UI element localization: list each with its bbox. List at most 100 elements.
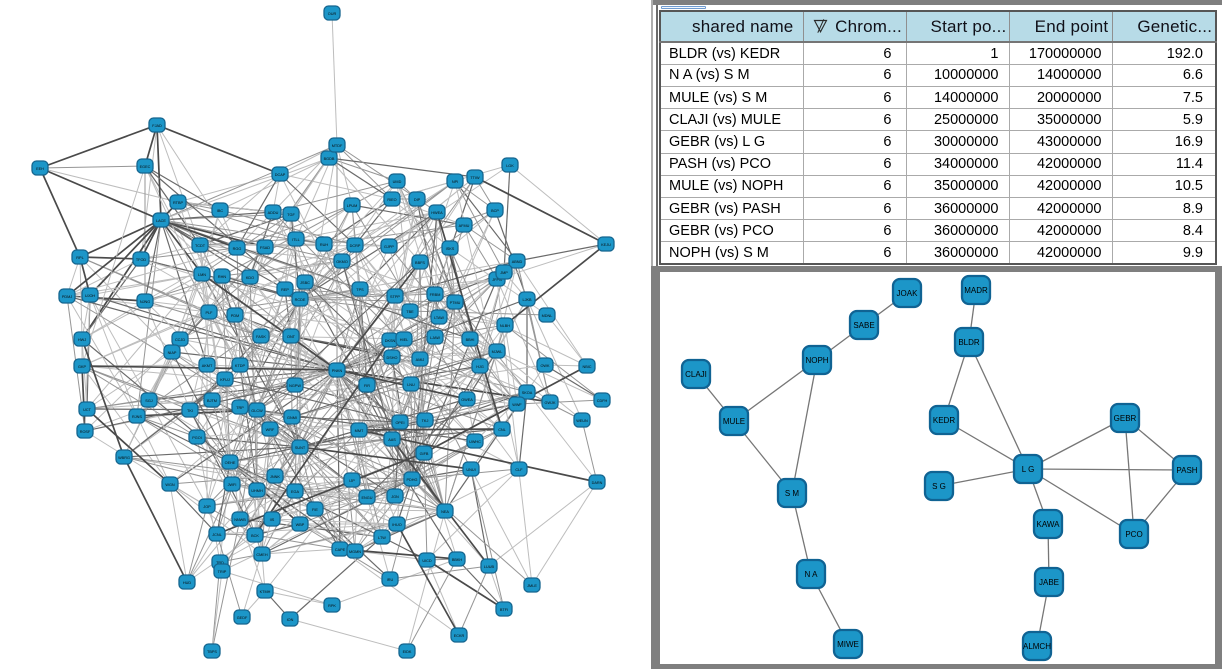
- svg-text:NPI: NPI: [452, 180, 458, 184]
- svg-text:KAWA: KAWA: [1037, 520, 1061, 529]
- svg-text:BJTM: BJTM: [207, 399, 217, 403]
- svg-text:AFMU: AFMU: [459, 224, 470, 228]
- svg-text:WBP: WBP: [296, 523, 305, 527]
- svg-text:ALMCH: ALMCH: [1023, 642, 1051, 651]
- svg-text:RTBP: RTBP: [173, 201, 184, 205]
- svg-text:N A: N A: [805, 570, 819, 579]
- svg-text:BBHI: BBHI: [466, 338, 475, 342]
- svg-text:FIR: FIR: [364, 384, 370, 388]
- svg-text:MDNL: MDNL: [542, 314, 553, 318]
- svg-text:SGJ: SGJ: [145, 399, 152, 403]
- svg-text:DCRP: DCRP: [350, 244, 361, 248]
- svg-text:UICD: UICD: [422, 559, 432, 563]
- svg-text:HWJ: HWJ: [78, 338, 86, 342]
- svg-text:PGOI: PGOI: [192, 436, 202, 440]
- svg-text:ROSF: ROSF: [80, 430, 91, 434]
- svg-text:HWEA: HWEA: [431, 211, 443, 215]
- svg-text:EIDK: EIDK: [403, 650, 412, 654]
- svg-text:MIWE: MIWE: [837, 640, 859, 649]
- svg-text:FJAD: FJAD: [152, 124, 162, 128]
- svg-text:TRD: TRD: [216, 561, 224, 565]
- svg-text:HJG: HJG: [476, 365, 484, 369]
- svg-text:JMP: JMP: [500, 271, 508, 275]
- svg-text:GNMI: GNMI: [287, 416, 297, 420]
- svg-text:RCDE: RCDE: [295, 298, 306, 302]
- svg-text:TCDT: TCDT: [195, 244, 206, 248]
- svg-text:NIAP: NIAP: [168, 351, 177, 355]
- svg-text:S G: S G: [932, 482, 946, 491]
- svg-text:GEDF: GEDF: [237, 616, 248, 620]
- svg-text:JMLE: JMLE: [527, 584, 537, 588]
- svg-text:TGF: TGF: [287, 213, 295, 217]
- svg-text:ABND: ABND: [512, 260, 523, 264]
- svg-text:RPL: RPL: [76, 256, 83, 260]
- svg-text:FIE: FIE: [312, 508, 318, 512]
- svg-text:DIP: DIP: [414, 198, 421, 202]
- svg-text:ECKR: ECKR: [454, 634, 465, 638]
- svg-text:NJNG: NJNG: [140, 300, 150, 304]
- svg-text:JSBC: JSBC: [300, 281, 310, 285]
- svg-text:UMD: UMD: [393, 180, 402, 184]
- svg-text:FRBM: FRBM: [430, 293, 441, 297]
- svg-text:TKI: TKI: [187, 409, 193, 413]
- svg-text:OKMO: OKMO: [336, 260, 348, 264]
- svg-text:FASK: FASK: [256, 335, 266, 339]
- svg-text:IIS: IIS: [270, 518, 275, 522]
- svg-text:OWEA: OWEA: [461, 398, 473, 402]
- svg-text:PNKN: PNKN: [332, 369, 343, 373]
- svg-text:SKOA: SKOA: [522, 391, 533, 395]
- svg-text:JOP: JOP: [203, 505, 211, 509]
- svg-text:GIFB: GIFB: [420, 452, 429, 456]
- svg-text:OEHE: OEHE: [225, 461, 236, 465]
- svg-text:OWK: OWK: [540, 364, 550, 368]
- svg-text:NEA: NEA: [441, 510, 449, 514]
- svg-text:BBKH: BBKH: [452, 558, 463, 562]
- svg-text:EGA: EGA: [291, 490, 299, 494]
- svg-text:ENGU: ENGU: [362, 496, 373, 500]
- svg-text:DARN: DARN: [592, 481, 603, 485]
- svg-text:LPUM: LPUM: [347, 204, 358, 208]
- svg-text:HUD: HUD: [183, 581, 191, 585]
- svg-text:TTIW: TTIW: [470, 176, 480, 180]
- svg-text:SABE: SABE: [853, 321, 874, 330]
- svg-text:NBIC: NBIC: [582, 365, 591, 369]
- svg-text:TRP: TRP: [236, 406, 244, 410]
- svg-text:MULE: MULE: [723, 417, 745, 426]
- svg-text:CNL: CNL: [498, 428, 506, 432]
- svg-text:CAPE: CAPE: [335, 548, 346, 552]
- svg-text:GEBR: GEBR: [1114, 414, 1137, 423]
- svg-text:PDHG: PDHG: [407, 478, 418, 482]
- svg-text:IBC: IBC: [217, 209, 224, 213]
- svg-text:BCK: BCK: [251, 534, 259, 538]
- svg-text:LUUB: LUUB: [484, 565, 495, 569]
- svg-text:OUR: OUR: [328, 12, 337, 16]
- svg-text:PDM: PDM: [231, 314, 239, 318]
- svg-text:GKP: GKP: [78, 365, 86, 369]
- svg-text:LNU: LNU: [407, 383, 415, 387]
- svg-text:RUH: RUH: [320, 243, 328, 247]
- svg-text:AMIJ: AMIJ: [416, 358, 425, 362]
- svg-text:IJP: IJP: [349, 479, 355, 483]
- svg-text:TKJ: TKJ: [422, 419, 429, 423]
- svg-text:LTW: LTW: [378, 536, 386, 540]
- svg-text:PDMJ: PDMJ: [62, 295, 72, 299]
- svg-text:JWFI: JWFI: [228, 483, 237, 487]
- svg-text:DSHO: DSHO: [387, 356, 398, 360]
- svg-text:BTFI: BTFI: [500, 608, 508, 612]
- svg-text:BLDR: BLDR: [958, 338, 980, 347]
- svg-text:ION: ION: [287, 618, 294, 622]
- svg-text:IHUO: IHUO: [392, 523, 402, 527]
- svg-text:HIEL: HIEL: [400, 338, 408, 342]
- svg-text:KTMH: KTMH: [260, 590, 271, 594]
- svg-text:GWJK: GWJK: [545, 401, 556, 405]
- svg-text:TBE: TBE: [406, 310, 414, 314]
- svg-text:MMT: MMT: [355, 429, 364, 433]
- svg-text:LACE: LACE: [156, 219, 166, 223]
- svg-text:PASH: PASH: [1176, 466, 1197, 475]
- svg-text:ISKS: ISKS: [446, 247, 455, 251]
- svg-text:WBRG: WBRG: [118, 456, 130, 460]
- svg-text:ITLL: ITLL: [292, 238, 300, 242]
- svg-text:MGMN: MGMN: [349, 550, 361, 554]
- svg-text:FSAD: FSAD: [260, 246, 270, 250]
- svg-text:JNNK: JNNK: [270, 475, 280, 479]
